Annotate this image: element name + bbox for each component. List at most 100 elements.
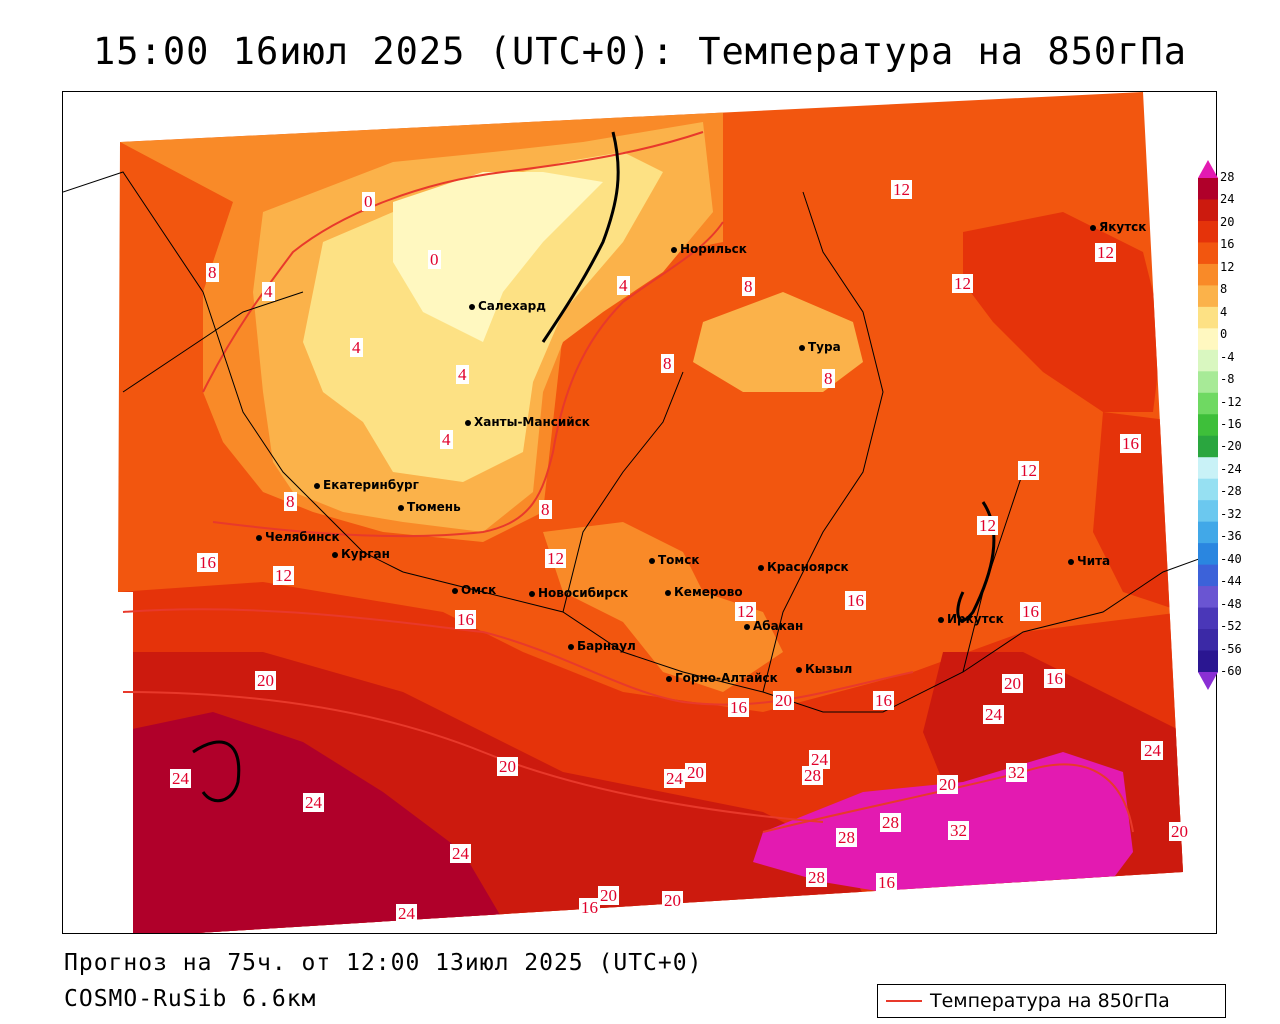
city-irkutsk: Иркутск xyxy=(938,612,1004,626)
contour-label: 16 xyxy=(873,691,894,710)
forecast-info: Прогноз на 75ч. от 12:00 13июл 2025 (UTC… xyxy=(64,950,703,976)
model-name: COSMO-RuSib 6.6км xyxy=(64,986,317,1012)
contour-label: 12 xyxy=(735,602,756,621)
colorbar-tick-label: -44 xyxy=(1220,574,1242,589)
colorbar-tick-label: -4 xyxy=(1220,349,1235,364)
contour-label: 32 xyxy=(948,821,969,840)
colorbar-tick-label: -36 xyxy=(1220,529,1242,544)
contour-label: 20 xyxy=(1002,674,1023,693)
colorbar-tick-label: 0 xyxy=(1220,327,1228,342)
legend: Температура на 850гПа xyxy=(877,984,1226,1018)
colorbar-tick-label: -16 xyxy=(1220,417,1242,431)
colorbar-tick-label: -32 xyxy=(1220,506,1242,521)
colorbar-swatch xyxy=(1198,564,1218,587)
contour-label: 4 xyxy=(440,430,453,449)
colorbar-swatch xyxy=(1198,263,1218,286)
contour-label: 24 xyxy=(303,793,324,812)
colorbar-swatch xyxy=(1198,650,1218,673)
city-kurgan: Курган xyxy=(332,547,390,561)
temperature-field xyxy=(63,92,1216,933)
colorbar-swatch xyxy=(1198,586,1218,609)
colorbar-swatch xyxy=(1198,392,1218,415)
contour-label: 0 xyxy=(362,192,375,211)
city-tyumen: Тюмень xyxy=(398,500,461,514)
contour-label: 24 xyxy=(983,705,1004,724)
colorbar-swatch xyxy=(1198,242,1218,265)
contour-label: 24 xyxy=(450,844,471,863)
legend-line-swatch xyxy=(886,1000,922,1002)
contour-label: 20 xyxy=(662,891,683,910)
contour-label: 24 xyxy=(170,769,191,788)
colorbar-tick-label: -52 xyxy=(1220,619,1242,634)
colorbar-tick-label: 16 xyxy=(1220,237,1235,252)
colorbar-tick-label: 24 xyxy=(1220,192,1235,207)
colorbar-swatch xyxy=(1198,285,1218,308)
colorbar-tick-label: 4 xyxy=(1220,304,1228,319)
city-gorno-altaysk: Горно-Алтайск xyxy=(666,671,778,685)
contour-label: 8 xyxy=(539,500,552,519)
legend-label: Температура на 850гПа xyxy=(930,990,1170,1012)
contour-label: 4 xyxy=(262,282,275,301)
contour-label: 24 xyxy=(664,769,685,788)
colorbar-tick-label: 20 xyxy=(1220,214,1235,229)
city-tura: Тура xyxy=(799,340,841,354)
colorbar xyxy=(1198,160,1218,690)
contour-label: 12 xyxy=(891,180,912,199)
city-krasnoyarsk: Красноярск xyxy=(758,560,849,574)
colorbar-swatch xyxy=(1198,457,1218,480)
colorbar-swatch xyxy=(1198,435,1218,458)
contour-label: 16 xyxy=(455,610,476,629)
contour-label: 20 xyxy=(1169,822,1190,841)
colorbar-swatch xyxy=(1198,629,1218,652)
contour-label: 28 xyxy=(802,766,823,785)
city-omsk: Омск xyxy=(452,583,496,597)
colorbar-swatch xyxy=(1198,478,1218,501)
contour-label: 16 xyxy=(1120,434,1141,453)
city-abakan: Абакан xyxy=(744,619,803,633)
colorbar-tick-label: -60 xyxy=(1220,664,1242,678)
contour-label: 16 xyxy=(876,873,897,892)
city-kyzyl: Кызыл xyxy=(796,662,852,676)
contour-label: 20 xyxy=(773,691,794,710)
contour-label: 28 xyxy=(836,828,857,847)
city-salekhard: Салехард xyxy=(469,293,546,319)
colorbar-swatch xyxy=(1198,199,1218,222)
colorbar-swatch xyxy=(1198,328,1218,351)
city-novosibirsk: Новосибирск xyxy=(529,586,628,600)
colorbar-tick-label: -28 xyxy=(1220,484,1242,499)
contour-label: 4 xyxy=(456,365,469,384)
colorbar-swatch xyxy=(1198,607,1218,630)
colorbar-tick-label: -24 xyxy=(1220,461,1242,476)
colorbar-swatch xyxy=(1198,349,1218,372)
contour-label: 12 xyxy=(1018,461,1039,480)
city-chelyabinsk: Челябинск xyxy=(256,530,340,544)
colorbar-swatch xyxy=(1198,306,1218,329)
contour-label: 16 xyxy=(845,591,866,610)
colorbar-swatch xyxy=(1198,521,1218,544)
contour-label: 24 xyxy=(809,750,830,769)
contour-label: 12 xyxy=(977,516,998,535)
colorbar-tick-label: -40 xyxy=(1220,551,1242,566)
contour-label: 16 xyxy=(579,898,600,917)
colorbar-swatch xyxy=(1198,414,1218,437)
contour-label: 16 xyxy=(728,698,749,717)
contour-label: 20 xyxy=(685,763,706,782)
contour-label: 12 xyxy=(545,549,566,568)
contour-label: 8 xyxy=(661,354,674,373)
contour-label: 28 xyxy=(806,868,827,887)
contour-label: 20 xyxy=(497,757,518,776)
colorbar-tick-label: -48 xyxy=(1220,596,1242,611)
city-chita: Чита xyxy=(1068,554,1110,568)
contour-label: 24 xyxy=(1142,741,1163,760)
contour-label: 20 xyxy=(937,775,958,794)
colorbar-swatch xyxy=(1198,500,1218,523)
contour-label: 0 xyxy=(428,250,441,269)
contour-label: 24 xyxy=(396,904,417,923)
contour-label: 16 xyxy=(197,553,218,572)
colorbar-tick-label: -8 xyxy=(1220,372,1235,387)
colorbar-tick-label: -56 xyxy=(1220,641,1242,656)
colorbar-swatch xyxy=(1198,220,1218,243)
contour-label: 12 xyxy=(1095,243,1116,262)
map-title: 15:00 16июл 2025 (UTC+0): Температура на… xyxy=(93,30,1187,73)
contour-label: 32 xyxy=(1006,763,1027,782)
